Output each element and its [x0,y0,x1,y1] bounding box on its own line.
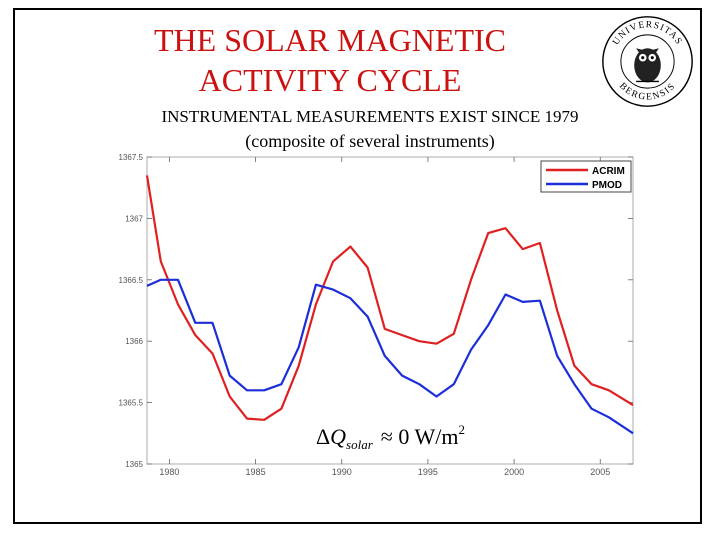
subtitle-measurements: INSTRUMENTAL MEASUREMENTS EXIST SINCE 19… [161,107,579,126]
annotation-delta: Δ [316,424,330,449]
x-tick-label: 1980 [159,467,179,477]
y-tick-label: 1366.5 [119,276,144,285]
x-tick-label: 1995 [418,467,438,477]
y-tick-label: 1366 [125,337,143,346]
legend-label-pmod: PMOD [592,180,622,191]
annotation-superscript: 2 [458,422,465,437]
y-tick-label: 1367.5 [119,153,144,162]
annotation-symbol: Q [330,424,346,449]
x-tick-label: 2005 [590,467,610,477]
y-tick-label: 1365 [125,460,143,469]
annotation-relation: ≈ 0 W/m [381,424,459,449]
delta-q-annotation: ΔQsolar ≈ 0 W/m2 [316,422,465,452]
y-tick-label: 1367 [125,214,143,223]
series-line-acrim [145,175,634,421]
series-layer [145,175,634,435]
legend-box [540,160,632,193]
chart-legend: ACRIM PMOD [540,160,632,193]
x-tick-label: 2000 [504,467,524,477]
slide-title: THE SOLAR MAGNETIC ACTIVITY CYCLE [120,20,540,100]
plot-area [146,156,634,465]
subtitle-composite: (composite of several instruments) [245,131,495,151]
slide-frame [13,8,702,524]
y-tick-label: 1365.5 [119,399,144,408]
title-line-2: ACTIVITY CYCLE [198,62,462,98]
tick-layer: 1365 1365.5 1366 1366.5 1367 1367.5 1980 1985 19… [119,153,633,477]
x-tick-label: 1985 [246,467,266,477]
legend-label-acrim: ACRIM [592,166,625,177]
annotation-subscript: solar [346,437,374,452]
series-line-pmod [146,278,634,435]
university-seal-logo: UNIVERSITAS BERGENSIS [602,16,693,107]
owl-icon [634,48,661,83]
title-line-1: THE SOLAR MAGNETIC [154,22,506,58]
x-tick-label: 1990 [332,467,352,477]
